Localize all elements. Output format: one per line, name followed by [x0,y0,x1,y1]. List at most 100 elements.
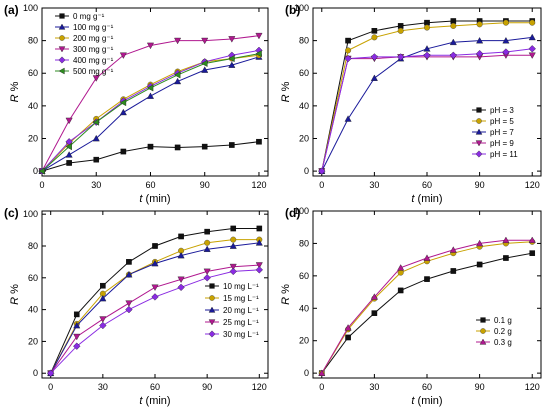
panel-label: (a) [4,3,19,17]
legend-marker [59,13,65,19]
y-tick-label: 80 [299,36,309,46]
legend: 10 mg L⁻¹ 15 mg L⁻¹ 20 mg L⁻¹ 25 mg L⁻¹ 30 m… [205,282,259,339]
data-point [255,50,262,58]
x-axis-label: t (min) [139,395,170,407]
x-axis-label: t (min) [411,193,442,205]
data-point [370,53,379,61]
data-point [476,37,484,44]
data-point [502,37,510,44]
data-point [151,259,159,267]
chart-panel-b: 0 30 60 90 120 0 20 40 60 80 100 t (min) R % (b) pH = … [280,3,542,205]
data-point [203,274,211,282]
data-point [370,74,378,81]
data-point [256,138,262,145]
series-line [321,22,533,172]
y-tick-label: 20 [28,336,38,346]
x-axis-label: t (min) [139,193,170,205]
data-point [424,19,430,26]
data-point [126,259,132,265]
y-tick-label: 80 [299,238,309,248]
chart-panel-a: 0 30 60 90 120 0 20 40 60 80 100 t (min) R % (a) 0 mg … [4,3,269,205]
y-axis-label: R % [9,284,21,305]
data-point [204,228,210,235]
legend-label: 10 mg L⁻¹ [223,282,259,291]
y-tick-label: 40 [299,101,309,111]
data-point [450,18,457,24]
x-tick-label: 60 [150,382,160,392]
data-point [177,283,185,292]
legend-label: 20 mg L⁻¹ [223,306,259,315]
data-point [423,254,431,261]
data-point [100,282,106,289]
data-point [528,33,536,41]
data-point [201,143,208,150]
x-tick-label: 90 [200,180,210,190]
chart-panel-d: 0 30 60 90 120 0 20 40 60 80 100 t (min) R % (d) 0.1 g… [280,206,542,407]
legend: pH = 3 pH = 5 pH = 7 pH = 9 pH = 11 [472,106,518,159]
data-point [92,75,100,82]
legend-marker [480,328,486,334]
data-point [65,143,72,151]
y-tick-label: 40 [28,305,38,315]
x-tick-label: 60 [422,382,432,392]
legend-marker [475,150,483,158]
data-point [73,333,81,341]
data-point [344,54,352,63]
data-point [371,310,378,316]
data-point [230,225,237,232]
data-point [449,51,457,59]
x-tick-label: 0 [319,180,324,190]
data-point [424,276,430,282]
data-point [528,236,536,243]
data-point [47,369,55,377]
data-point [371,28,378,34]
data-point [146,42,155,50]
data-point [203,268,211,276]
legend-marker [479,338,487,345]
series-2 [318,19,536,175]
x-tick-label: 90 [475,382,485,392]
data-point [119,99,127,107]
y-tick-label: 20 [28,133,38,143]
legend-marker [475,140,483,147]
data-point [371,34,378,41]
data-point [201,37,209,45]
data-point [229,267,237,276]
series-5 [318,45,536,175]
y-tick-label: 20 [299,336,309,346]
data-point [204,239,211,246]
data-point [423,45,431,52]
data-point [318,369,326,376]
legend-label: pH = 9 [490,139,514,148]
y-tick-label: 0 [304,368,309,378]
data-point [93,156,100,163]
data-point [424,24,431,31]
x-tick-label: 30 [369,180,379,190]
legend-label: 30 mg L⁻¹ [223,330,259,339]
data-point [255,266,263,274]
y-tick-label: 60 [28,273,38,283]
data-point [397,53,405,61]
panel-label: (d) [285,206,300,220]
data-point [73,311,80,318]
data-point [423,51,431,59]
legend-marker [58,67,65,75]
data-point [177,276,185,284]
data-point [256,225,263,232]
legend-label: 0.2 g [494,327,512,336]
data-point [173,71,181,79]
legend-marker [480,317,486,323]
y-tick-label: 60 [299,68,309,78]
legend-label: pH = 3 [490,106,514,115]
y-tick-label: 80 [28,36,38,46]
data-point [147,143,154,150]
data-point [230,236,237,243]
y-axis-label: R % [9,81,21,102]
x-tick-label: 90 [202,382,212,392]
chart-panel-c: 0 30 60 90 120 0 20 40 60 80 100 t (min) R % (c) 10 mg… [4,206,269,407]
data-point [119,108,127,116]
series-4 [47,262,263,377]
data-point [397,264,405,271]
x-tick-label: 60 [422,180,432,190]
